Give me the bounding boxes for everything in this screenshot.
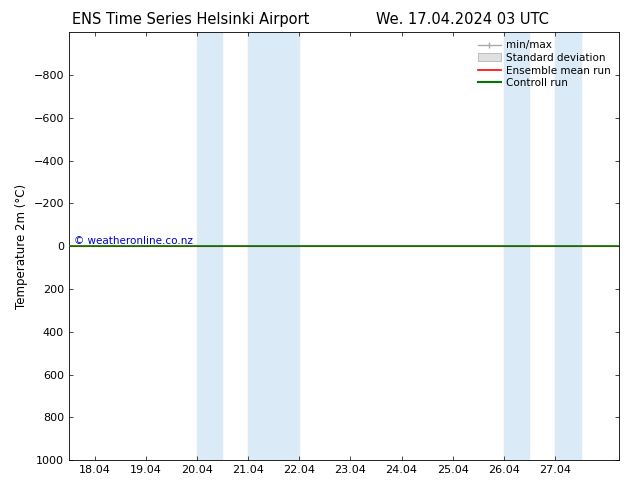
Text: © weatheronline.co.nz: © weatheronline.co.nz xyxy=(74,236,193,246)
Bar xyxy=(197,32,223,460)
Text: We. 17.04.2024 03 UTC: We. 17.04.2024 03 UTC xyxy=(377,12,549,27)
Y-axis label: Temperature 2m (°C): Temperature 2m (°C) xyxy=(15,184,28,309)
Bar xyxy=(555,32,581,460)
Text: ENS Time Series Helsinki Airport: ENS Time Series Helsinki Airport xyxy=(72,12,309,27)
Bar xyxy=(248,32,299,460)
Bar xyxy=(504,32,529,460)
Legend: min/max, Standard deviation, Ensemble mean run, Controll run: min/max, Standard deviation, Ensemble me… xyxy=(475,37,614,92)
